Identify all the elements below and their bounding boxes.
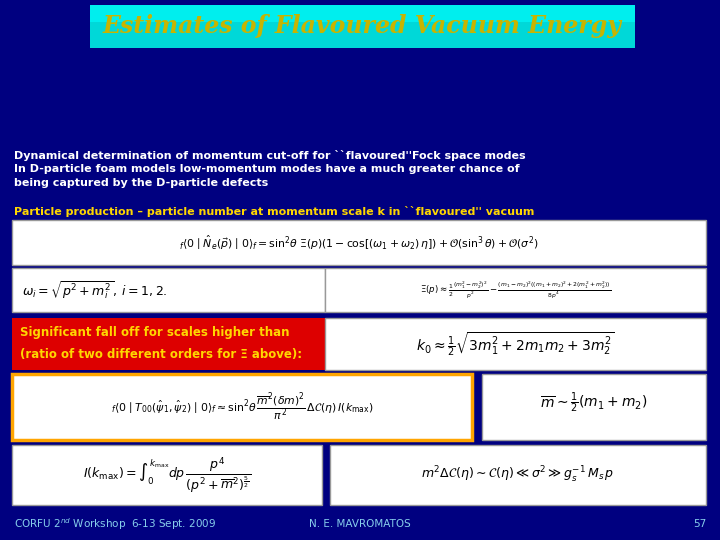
Text: Significant fall off for scales higher than: Significant fall off for scales higher t… bbox=[20, 326, 289, 339]
Text: $_f\langle 0 \mid \hat{N}_e(\vec{p}) \mid 0 \rangle_f = \sin^2\!\theta\;\Xi(p)\l: $_f\langle 0 \mid \hat{N}_e(\vec{p}) \mi… bbox=[179, 233, 539, 252]
Text: $m^2\Delta\mathcal{C}(\eta){\sim}\mathcal{C}(\eta) \ll \sigma^2 \gg g_s^{-1}\,M_: $m^2\Delta\mathcal{C}(\eta){\sim}\mathca… bbox=[421, 465, 615, 485]
Text: Mass scale: Mass scale bbox=[492, 462, 559, 472]
Bar bbox=[12, 268, 325, 312]
Text: $\overline{m} \sim \frac{1}{2}(m_1 + m_2)$: $\overline{m} \sim \frac{1}{2}(m_1 + m_2… bbox=[540, 391, 648, 415]
Bar bbox=[90, 5, 635, 22]
Bar bbox=[482, 374, 706, 440]
Text: Dynamical determination of momentum cut-off for ``flavoured''Fock space modes: Dynamical determination of momentum cut-… bbox=[14, 150, 526, 161]
Bar bbox=[12, 318, 325, 370]
Text: $_f\langle 0 \mid T_{00}(\hat{\psi}_1, \hat{\psi}_2) \mid 0 \rangle_f \approx \s: $_f\langle 0 \mid T_{00}(\hat{\psi}_1, \… bbox=[111, 391, 373, 423]
Bar bbox=[12, 445, 322, 505]
Text: $I(k_{\mathrm{max}}) = \int_0^{k_{\mathrm{max}}} dp\,\dfrac{p^4}{(p^2 + \overlin: $I(k_{\mathrm{max}}) = \int_0^{k_{\mathr… bbox=[83, 455, 251, 495]
Text: 57: 57 bbox=[693, 519, 706, 529]
Bar bbox=[90, 5, 635, 48]
Text: N. E. MAVROMATOS: N. E. MAVROMATOS bbox=[309, 519, 411, 529]
Text: $\omega_i = \sqrt{p^2 + m_i^2},\; i = 1, 2.$: $\omega_i = \sqrt{p^2 + m_i^2},\; i = 1,… bbox=[22, 279, 168, 301]
Text: In D-particle foam models low-momentum modes have a much greater chance of: In D-particle foam models low-momentum m… bbox=[14, 164, 520, 174]
Text: Particle production – particle number at momentum scale k in ``flavoured'' vacuu: Particle production – particle number at… bbox=[14, 206, 534, 217]
Text: Characteristic neutrino: Characteristic neutrino bbox=[492, 446, 636, 456]
Text: Estimates of Flavoured Vacuum Energy: Estimates of Flavoured Vacuum Energy bbox=[103, 15, 622, 38]
Bar bbox=[325, 318, 706, 370]
Text: CORFU 2$^{nd}$ Workshop  6-13 Sept. 2009: CORFU 2$^{nd}$ Workshop 6-13 Sept. 2009 bbox=[14, 516, 216, 532]
Text: $k_0 \approx \frac{1}{2}\sqrt{3m_1^2 + 2m_1 m_2 + 3m_2^2}$: $k_0 \approx \frac{1}{2}\sqrt{3m_1^2 + 2… bbox=[416, 330, 615, 358]
Bar bbox=[12, 220, 706, 265]
Text: being captured by the D-particle defects: being captured by the D-particle defects bbox=[14, 178, 269, 188]
Text: (ratio of two different orders for Ξ above):: (ratio of two different orders for Ξ abo… bbox=[20, 348, 302, 361]
Bar bbox=[12, 374, 472, 440]
Bar bbox=[330, 445, 706, 505]
Text: $\Xi(p) \approx \frac{1}{2}\frac{(m_1^2 - m_2^2)^2}{p^2} - \frac{(m_1-m_2)^2((m_: $\Xi(p) \approx \frac{1}{2}\frac{(m_1^2 … bbox=[420, 280, 611, 300]
Bar bbox=[325, 268, 706, 312]
